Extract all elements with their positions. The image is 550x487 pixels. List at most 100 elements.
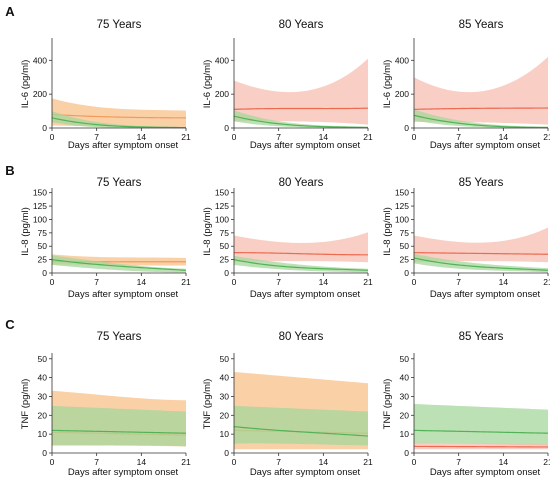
y-tick-label: 0 <box>42 448 47 458</box>
mean-line-salmon <box>413 252 549 255</box>
y-axis-label: TNF (pg/ml) <box>20 379 31 430</box>
y-tick-label: 0 <box>224 268 229 278</box>
x-tick-label: 14 <box>137 277 147 287</box>
x-tick-label: 7 <box>456 277 461 287</box>
y-axis-label: IL-8 (pg/ml) <box>20 207 31 256</box>
x-tick-label: 21 <box>181 277 191 287</box>
y-tick-label: 40 <box>220 373 230 383</box>
x-axis-label: Days after symptom onset <box>430 140 541 151</box>
x-tick-label: 0 <box>50 457 55 467</box>
panel-title: 80 Years <box>279 331 324 343</box>
x-tick-label: 0 <box>232 132 237 142</box>
y-tick-label: 0 <box>42 268 47 278</box>
y-tick-label: 100 <box>395 214 409 224</box>
ci-band-salmon <box>414 56 548 125</box>
x-tick-label: 21 <box>543 132 550 142</box>
y-tick-label: 10 <box>38 429 48 439</box>
ci-band-green <box>234 255 368 273</box>
y-tick-label: 400 <box>33 55 47 65</box>
x-axis-label: Days after symptom onset <box>250 289 361 300</box>
y-tick-label: 20 <box>400 410 410 420</box>
panel-3: 0 200 400 0 7 14 21 85 Years Days after symptom … <box>382 19 550 151</box>
ci-band-green <box>52 405 186 447</box>
y-axis-label: IL-6 (pg/ml) <box>382 60 393 109</box>
x-tick-label: 7 <box>456 457 461 467</box>
x-tick-label: 7 <box>94 277 99 287</box>
x-tick-label: 0 <box>50 132 55 142</box>
y-axis-label: TNF (pg/ml) <box>382 379 393 430</box>
panel-title: 85 Years <box>459 177 504 189</box>
y-tick-label: 125 <box>215 201 229 211</box>
ci-band-salmon <box>414 442 548 450</box>
x-axis-label: Days after symptom onset <box>250 467 361 478</box>
y-tick-label: 10 <box>220 429 230 439</box>
y-tick-label: 40 <box>400 373 410 383</box>
x-tick-label: 7 <box>276 277 281 287</box>
mean-line-green <box>233 259 369 271</box>
y-tick-label: 75 <box>38 228 48 238</box>
y-tick-label: 50 <box>220 354 230 364</box>
y-tick-label: 25 <box>220 255 230 265</box>
mean-line-salmon <box>413 445 549 448</box>
x-tick-label: 7 <box>276 457 281 467</box>
panel-letter: C <box>5 317 15 332</box>
ci-band-green <box>414 404 548 446</box>
x-tick-label: 21 <box>543 277 550 287</box>
panel-title: 75 Years <box>97 19 142 31</box>
y-tick-label: 30 <box>400 391 410 401</box>
x-tick-label: 21 <box>181 132 191 142</box>
y-tick-label: 0 <box>224 448 229 458</box>
x-tick-label: 14 <box>499 132 509 142</box>
mean-line-green <box>51 117 187 129</box>
x-axis-label: Days after symptom onset <box>430 467 541 478</box>
panel-8: 0 10 20 30 40 50 0 7 14 21 80 Years Days after symp… <box>202 331 373 478</box>
x-tick-label: 14 <box>319 132 329 142</box>
y-tick-label: 0 <box>42 123 47 133</box>
ci-band-salmon <box>234 232 368 263</box>
y-tick-label: 100 <box>33 214 47 224</box>
x-tick-label: 0 <box>412 457 417 467</box>
y-tick-label: 40 <box>38 373 48 383</box>
x-tick-label: 0 <box>50 277 55 287</box>
mean-line-salmon <box>233 107 369 110</box>
ci-band-salmon <box>234 58 368 125</box>
panel-2: 0 200 400 0 7 14 21 80 Years Days after symptom … <box>202 19 373 151</box>
mean-line-green <box>413 114 549 129</box>
x-axis-label: Days after symptom onset <box>68 289 179 300</box>
panel-title: 75 Years <box>97 331 142 343</box>
panel-title: 85 Years <box>459 331 504 343</box>
x-axis-label: Days after symptom onset <box>250 140 361 151</box>
x-tick-label: 0 <box>232 277 237 287</box>
y-tick-label: 50 <box>38 354 48 364</box>
panel-letter: B <box>5 163 14 178</box>
y-tick-label: 50 <box>400 354 410 364</box>
y-tick-label: 125 <box>395 201 409 211</box>
y-axis-label: IL-8 (pg/ml) <box>382 207 393 256</box>
x-tick-label: 21 <box>363 457 373 467</box>
mean-line-salmon <box>233 252 369 256</box>
x-axis-label: Days after symptom onset <box>430 289 541 300</box>
x-tick-label: 21 <box>181 457 191 467</box>
panel-letter: A <box>5 4 15 19</box>
panel-7: 0 10 20 30 40 50 0 7 14 21 75 Years Days after symp… <box>5 317 191 478</box>
y-tick-label: 25 <box>400 255 410 265</box>
panel-title: 80 Years <box>279 19 324 31</box>
mean-line-salmon <box>413 107 549 110</box>
panel-title: 85 Years <box>459 19 504 31</box>
y-tick-label: 50 <box>38 241 48 251</box>
y-tick-label: 0 <box>224 123 229 133</box>
y-tick-label: 125 <box>33 201 47 211</box>
y-tick-label: 50 <box>400 241 410 251</box>
y-tick-label: 30 <box>220 391 230 401</box>
x-tick-label: 7 <box>94 132 99 142</box>
mean-line-green <box>51 429 187 434</box>
mean-line-green <box>233 115 369 129</box>
y-tick-label: 150 <box>395 188 409 198</box>
mean-line-green <box>51 259 187 271</box>
y-axis-label: IL-6 (pg/ml) <box>20 60 31 109</box>
y-axis-label: TNF (pg/ml) <box>202 379 213 430</box>
y-tick-label: 75 <box>220 228 230 238</box>
y-tick-label: 150 <box>215 188 229 198</box>
x-tick-label: 0 <box>232 457 237 467</box>
